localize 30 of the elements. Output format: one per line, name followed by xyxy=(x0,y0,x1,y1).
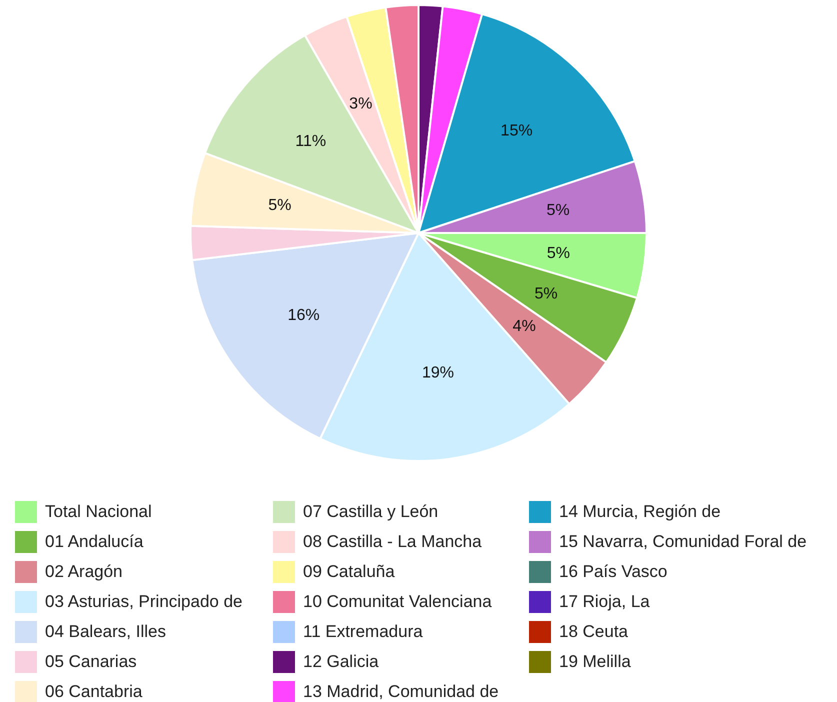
legend-label: Total Nacional xyxy=(45,502,152,522)
legend-label: 15 Navarra, Comunidad Foral de xyxy=(559,532,807,552)
legend-label: 08 Castilla - La Mancha xyxy=(303,532,482,552)
legend-label: 19 Melilla xyxy=(559,652,631,672)
data-label: 5% xyxy=(534,285,558,302)
data-label: 3% xyxy=(349,95,372,112)
data-label: 19% xyxy=(422,364,454,382)
data-label: 4% xyxy=(512,318,536,336)
legend-label: 04 Balears, Illes xyxy=(45,622,166,642)
data-label: 5% xyxy=(268,197,292,214)
legend-label: 17 Rioja, La xyxy=(559,592,650,612)
legend-label: 07 Castilla y León xyxy=(303,502,438,522)
data-label: 16% xyxy=(288,306,320,324)
legend-label: 11 Extremadura xyxy=(303,622,423,642)
legend-label: 01 Andalucía xyxy=(45,532,144,552)
data-label: 5% xyxy=(546,244,570,262)
legend-label: 03 Asturias, Principado de xyxy=(45,592,243,612)
legend-label: 18 Ceuta xyxy=(559,622,628,642)
legend-label: 06 Cantabria xyxy=(45,682,142,702)
data-label: 5% xyxy=(546,202,570,219)
legend-label: 02 Aragón xyxy=(45,562,123,582)
legend-label: 14 Murcia, Región de xyxy=(559,502,721,522)
legend-label: 12 Galicia xyxy=(303,652,379,672)
legend-label: 13 Madrid, Comunidad de xyxy=(303,682,499,702)
legend-label: 10 Comunitat Valenciana xyxy=(303,592,492,612)
legend-label: 05 Canarias xyxy=(45,652,137,672)
data-label: 11% xyxy=(295,132,326,150)
data-label: 15% xyxy=(500,122,533,140)
legend-label: 16 País Vasco xyxy=(559,562,668,582)
legend-label: 09 Cataluña xyxy=(303,562,395,582)
